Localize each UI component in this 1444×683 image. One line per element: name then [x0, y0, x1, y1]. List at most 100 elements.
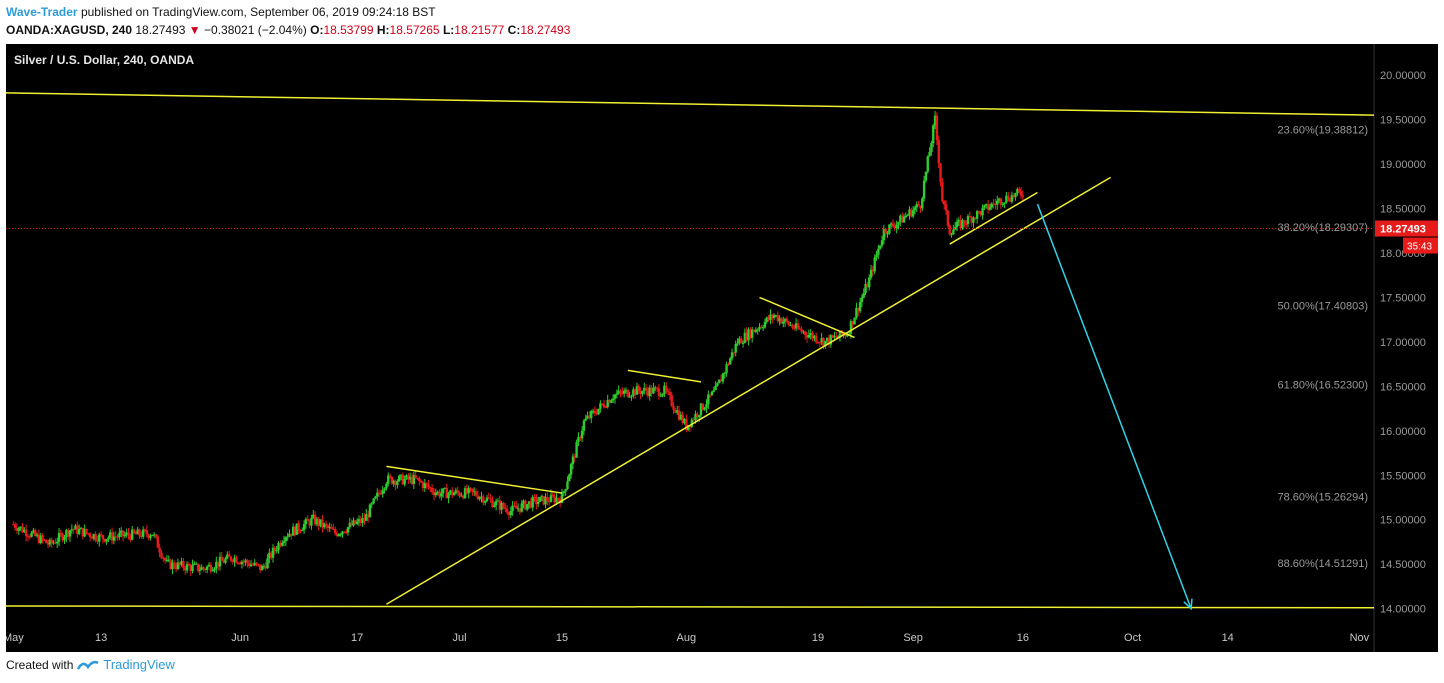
- candle-down: [1007, 195, 1010, 201]
- candle-up: [961, 220, 964, 229]
- candle-up: [460, 495, 463, 497]
- candle-down: [99, 534, 103, 536]
- candle-up: [374, 496, 377, 499]
- x-tick-label: May: [6, 632, 24, 644]
- price-chart[interactable]: Silver / U.S. Dollar, 240, OANDA 23.60%(…: [6, 44, 1438, 652]
- candle-up: [694, 413, 697, 421]
- candle-down: [363, 517, 366, 521]
- fib-level-label: 50.00%(17.40803): [1277, 301, 1368, 313]
- candle-down: [476, 495, 480, 500]
- candle-down: [238, 563, 242, 565]
- countdown-tag-label: 35:43: [1407, 242, 1432, 253]
- candle-down: [822, 337, 825, 347]
- candle-down: [608, 400, 611, 403]
- candle-down: [43, 539, 46, 541]
- candle-up: [761, 327, 765, 329]
- candle-up: [149, 535, 152, 538]
- candle-up: [195, 563, 198, 565]
- time-axis[interactable]: [6, 622, 1438, 652]
- y-tick-label: 16.50000: [1380, 381, 1426, 393]
- candle-up: [434, 492, 437, 496]
- y-tick-label: 14.50000: [1380, 559, 1426, 571]
- candle-up: [301, 530, 304, 532]
- candle-up: [710, 391, 714, 396]
- candle-up: [972, 217, 975, 223]
- candle-up: [966, 216, 970, 224]
- candle-up: [860, 297, 864, 303]
- candle-up: [825, 337, 829, 341]
- x-tick-label: 19: [812, 632, 824, 644]
- candle-down: [189, 565, 192, 571]
- candle-down: [1017, 189, 1021, 192]
- candle-down: [456, 490, 459, 493]
- candle-up: [975, 211, 979, 219]
- candle-up: [295, 523, 298, 535]
- candle-down: [414, 475, 417, 478]
- candle-down: [866, 283, 869, 288]
- fib-level-label: 23.60%(19.38812): [1277, 125, 1368, 137]
- candle-down: [621, 392, 624, 394]
- candle-up: [809, 333, 812, 335]
- x-tick-label: Jun: [231, 632, 249, 644]
- candle-up: [889, 223, 893, 225]
- candle-down: [910, 209, 913, 217]
- candle-down: [681, 414, 684, 424]
- candle-up: [729, 358, 732, 365]
- candle-down: [670, 395, 673, 406]
- author-link[interactable]: Wave-Trader: [6, 5, 78, 19]
- candle-up: [112, 536, 116, 541]
- candle-up: [249, 564, 253, 567]
- candle-up: [778, 318, 781, 322]
- candle-down: [851, 321, 854, 325]
- candle-down: [429, 487, 432, 489]
- candle-up: [615, 393, 619, 395]
- candle-down: [421, 482, 425, 489]
- candle-down: [547, 501, 551, 503]
- chart-title: Silver / U.S. Dollar, 240, OANDA: [14, 53, 194, 67]
- candle-up: [319, 519, 322, 526]
- candle-down: [158, 547, 161, 553]
- tradingview-brand[interactable]: TradingView: [103, 657, 175, 672]
- candle-down: [771, 314, 774, 318]
- symbol-label: OANDA:XAGUSD, 240: [6, 23, 133, 37]
- price-axis[interactable]: [1374, 44, 1438, 622]
- candle-down: [469, 487, 472, 489]
- candle-up: [74, 525, 77, 530]
- candle-down: [401, 474, 405, 485]
- candle-up: [312, 514, 315, 518]
- candle-up: [463, 488, 467, 499]
- candle-up: [824, 340, 827, 347]
- candle-up: [617, 390, 620, 394]
- candle-up: [109, 532, 112, 538]
- candle-up: [323, 523, 326, 528]
- candle-up: [346, 527, 350, 533]
- candle-down: [504, 507, 507, 509]
- candle-down: [259, 564, 262, 571]
- candle-up: [716, 383, 719, 386]
- candle-down: [827, 337, 831, 345]
- candle-up: [226, 554, 229, 559]
- candle-up: [597, 408, 600, 415]
- created-with-label: Created with: [6, 658, 74, 672]
- y-tick-label: 17.50000: [1380, 292, 1426, 304]
- candle-up: [921, 198, 924, 209]
- y-tick-label: 15.00000: [1380, 515, 1426, 527]
- candle-up: [493, 505, 496, 507]
- wedge-1-line: [386, 465, 563, 494]
- candle-up: [352, 520, 355, 526]
- candle-down: [445, 487, 448, 499]
- candle-down: [573, 456, 576, 458]
- candle-up: [783, 318, 787, 322]
- candle-down: [542, 495, 545, 505]
- candle-down: [917, 203, 920, 206]
- footer: Created with TradingView: [6, 656, 175, 674]
- candle-up: [280, 542, 284, 546]
- candle-up: [383, 488, 386, 491]
- candle-up: [30, 532, 33, 537]
- last-price-tag-label: 18.27493: [1380, 224, 1426, 236]
- candle-down: [1008, 200, 1012, 202]
- candle-down: [293, 526, 297, 535]
- candle-up: [268, 552, 271, 559]
- candle-down: [557, 497, 560, 500]
- candle-down: [354, 520, 357, 525]
